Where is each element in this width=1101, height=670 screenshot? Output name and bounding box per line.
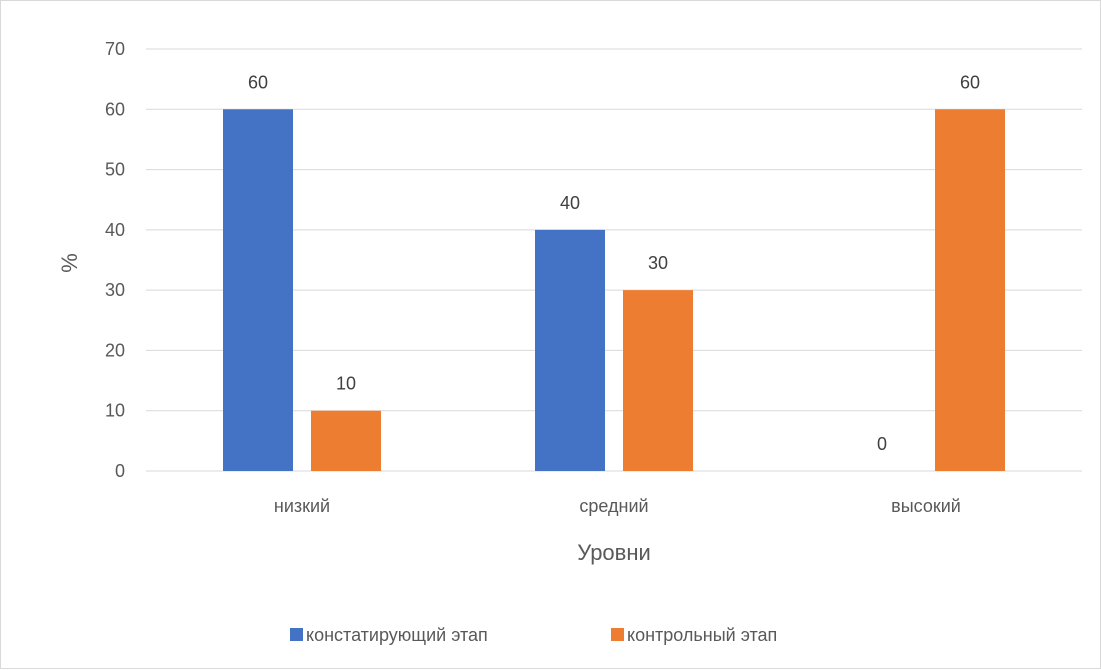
y-tick-label: 30 <box>105 280 125 300</box>
bars <box>223 109 1005 472</box>
y-tick-label: 40 <box>105 220 125 240</box>
y-axis-ticks: 0 10 20 30 40 50 60 70 <box>105 39 125 481</box>
legend-label: контрольный этап <box>627 625 777 645</box>
bar <box>311 410 381 471</box>
data-labels: 60 10 40 30 0 60 <box>248 72 980 454</box>
y-tick-label: 70 <box>105 39 125 59</box>
data-label: 60 <box>960 72 980 92</box>
bar <box>535 229 605 471</box>
bar <box>223 109 293 472</box>
legend-label: констатирующий этап <box>306 625 488 645</box>
data-label: 30 <box>648 253 668 273</box>
gridlines <box>146 48 1082 472</box>
data-label: 0 <box>877 434 887 454</box>
y-tick-label: 50 <box>105 160 125 180</box>
x-axis-title: Уровни <box>577 540 651 565</box>
y-tick-label: 10 <box>105 401 125 421</box>
data-label: 40 <box>560 193 580 213</box>
data-label: 60 <box>248 72 268 92</box>
bar <box>935 109 1005 472</box>
x-tick-label: средний <box>579 496 648 516</box>
data-label: 10 <box>336 374 356 394</box>
legend-swatch <box>611 628 624 641</box>
bar <box>623 290 693 471</box>
y-tick-label: 20 <box>105 340 125 360</box>
x-tick-label: высокий <box>891 496 961 516</box>
y-axis-title: % <box>57 253 82 273</box>
legend-swatch <box>290 628 303 641</box>
x-axis-ticks: низкий средний высокий <box>274 496 961 516</box>
y-tick-label: 0 <box>115 461 125 481</box>
y-tick-label: 60 <box>105 99 125 119</box>
legend: констатирующий этап контрольный этап <box>290 625 777 645</box>
x-tick-label: низкий <box>274 496 330 516</box>
